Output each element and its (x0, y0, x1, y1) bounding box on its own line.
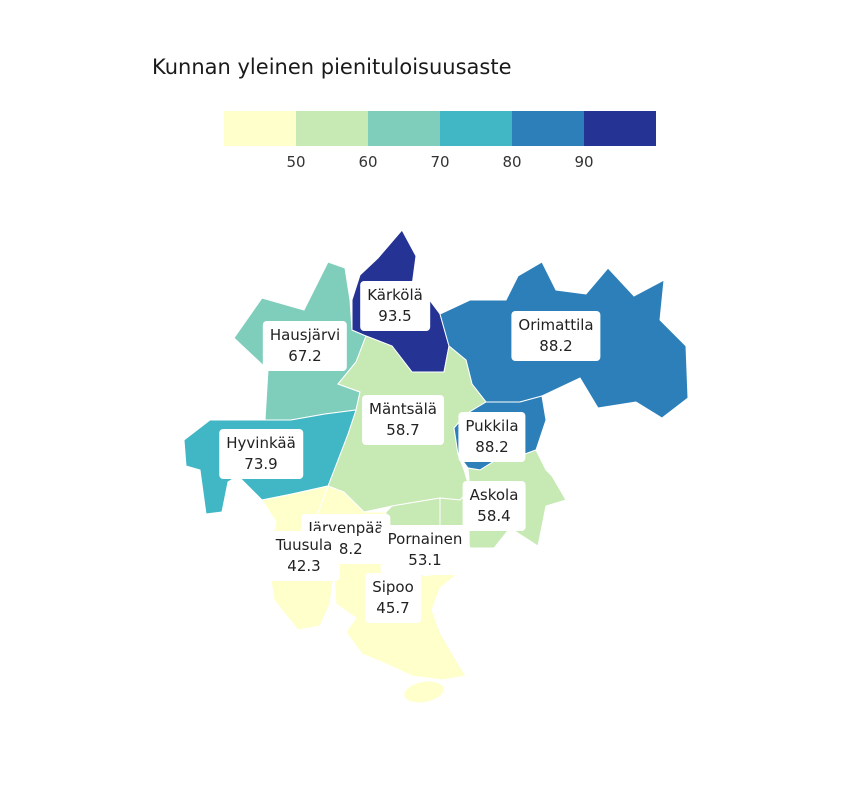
region-value: 93.5 (378, 307, 412, 325)
region-name: Orimattila (518, 316, 594, 334)
region-label-sipoo: Sipoo 45.7 (365, 573, 421, 623)
region-value: 88.2 (475, 438, 509, 456)
region-value: 58.7 (386, 421, 420, 439)
region-label-hausjarvi: Hausjärvi 67.2 (262, 321, 348, 371)
region-label-askola: Askola 58.4 (462, 481, 526, 531)
region-label-mantsala: Mäntsälä 58.7 (362, 395, 444, 445)
region-label-tuusula: Tuusula 42.3 (268, 531, 340, 581)
region-name: Sipoo (372, 578, 414, 596)
region-value: 42.3 (287, 557, 321, 575)
legend-tick-90: 90 (574, 153, 594, 171)
region-value: 45.7 (376, 599, 410, 617)
legend-tick-50: 50 (286, 153, 306, 171)
region-value: 58.4 (477, 507, 511, 525)
legend-swatch-1 (224, 111, 296, 146)
legend-swatch-5 (512, 111, 584, 146)
region-label-pornainen: Pornainen 53.1 (380, 525, 470, 575)
region-name: Kärkölä (367, 286, 423, 304)
region-value: 53.1 (408, 551, 442, 569)
region-name: Hyvinkää (226, 434, 296, 452)
region-name: Hausjärvi (269, 326, 341, 344)
legend-swatch-4 (440, 111, 512, 146)
region-sipoo-island (404, 681, 444, 703)
region-label-pukkila: Pukkila 88.2 (458, 412, 526, 462)
legend-swatch-3 (368, 111, 440, 146)
map-title: Kunnan yleinen pienituloisuusaste (152, 55, 512, 79)
legend-tick-70: 70 (430, 153, 450, 171)
legend-swatch-2 (296, 111, 368, 146)
region-label-orimattila: Orimattila 88.2 (511, 311, 601, 361)
region-name: Askola (469, 486, 519, 504)
region-value: 67.2 (288, 347, 322, 365)
region-name: Pukkila (465, 417, 519, 435)
region-label-karkola: Kärkölä 93.5 (360, 281, 430, 331)
region-name: Tuusula (275, 536, 333, 554)
legend-tick-80: 80 (502, 153, 522, 171)
region-value: 88.2 (539, 337, 573, 355)
color-legend: 50 60 70 80 90 (224, 111, 656, 171)
region-name: Mäntsälä (369, 400, 437, 418)
legend-swatch-6 (584, 111, 656, 146)
legend-tick-60: 60 (358, 153, 378, 171)
region-label-hyvinkaa: Hyvinkää 73.9 (219, 429, 303, 479)
region-value: 73.9 (244, 455, 278, 473)
region-name: Pornainen (387, 530, 463, 548)
